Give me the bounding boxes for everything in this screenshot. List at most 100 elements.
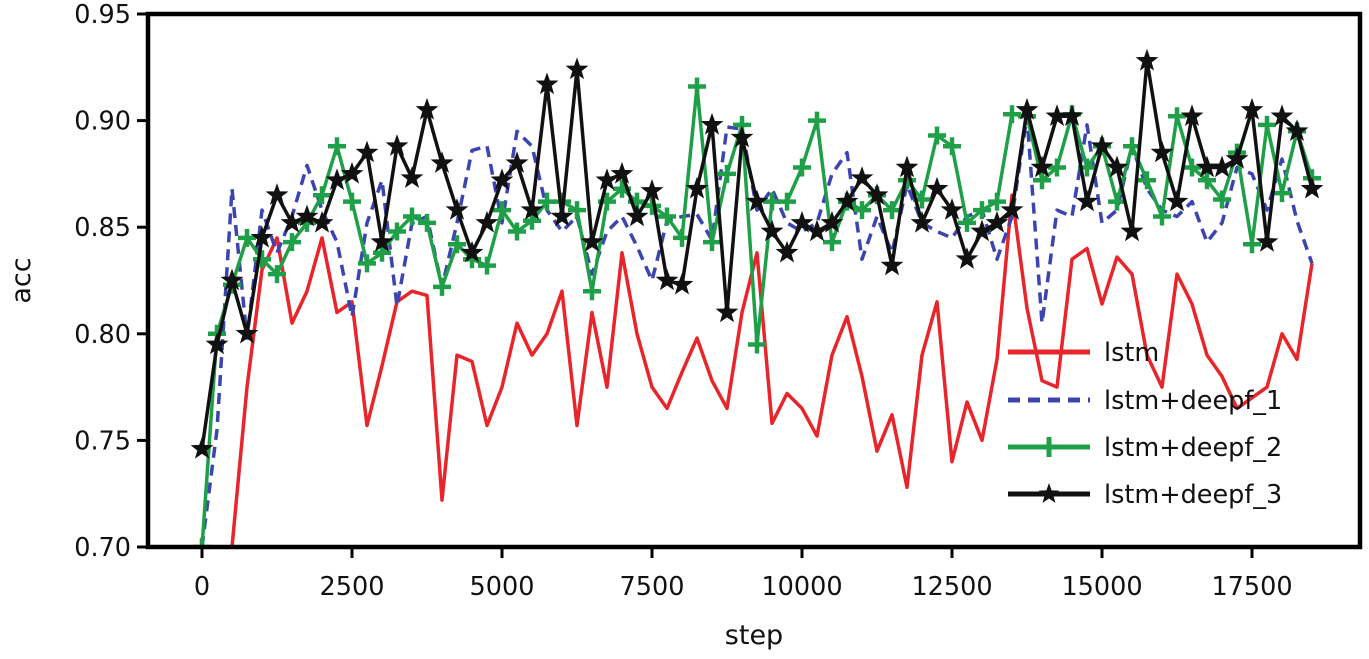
x-tick-label: 5000 [470, 572, 535, 602]
plus-marker [943, 137, 961, 156]
star-marker [865, 183, 889, 205]
star-marker [445, 198, 469, 220]
star-marker [835, 189, 859, 212]
star-marker [715, 300, 739, 323]
series-lstm-deepf-3 [190, 48, 1324, 459]
star-marker [580, 230, 604, 252]
star-marker [595, 168, 619, 190]
plus-marker [823, 233, 841, 252]
plus-marker [718, 164, 736, 183]
plus-marker [928, 126, 946, 145]
star-marker [250, 225, 274, 248]
plus-marker [388, 222, 406, 241]
legend-label: lstm+deepf_1 [1104, 386, 1282, 416]
star-marker [760, 219, 784, 242]
star-marker [925, 176, 949, 199]
x-tick-label: 12500 [911, 572, 992, 602]
plus-marker [958, 213, 976, 232]
plus-marker [1198, 171, 1216, 190]
star-marker [1225, 147, 1249, 169]
series-markers-lstm-deepf-3 [190, 48, 1324, 459]
star-marker [280, 210, 304, 233]
star-marker [1000, 198, 1024, 220]
y-tick-label: 0.70 [74, 533, 131, 563]
star-marker [505, 151, 529, 173]
plus-marker [583, 282, 601, 301]
plus-marker [568, 201, 586, 220]
plus-marker [703, 233, 721, 252]
star-marker [910, 210, 934, 233]
star-marker [1165, 189, 1189, 212]
plus-marker [1258, 115, 1276, 134]
plus-marker [313, 186, 331, 205]
plus-marker [1138, 171, 1156, 190]
x-tick-label: 15000 [1061, 572, 1142, 602]
x-axis: 0 2500 5000 7500 10000 12500 15000 17500 [194, 549, 1293, 602]
star-marker [685, 176, 709, 199]
star-marker [1120, 219, 1144, 242]
star-marker [1270, 104, 1294, 126]
star-marker [325, 168, 349, 190]
star-marker [1135, 48, 1159, 71]
plus-marker [343, 192, 361, 211]
star-marker [1180, 104, 1204, 126]
series-lstm [230, 193, 1314, 548]
plus-marker [973, 201, 991, 220]
star-marker [1300, 176, 1324, 199]
star-marker [970, 219, 994, 242]
plus-marker [478, 256, 496, 275]
star-marker [460, 240, 484, 263]
plus-marker [433, 277, 451, 296]
star-marker [520, 198, 544, 220]
star-marker [895, 155, 919, 178]
star-marker [625, 204, 649, 227]
star-marker [1285, 119, 1309, 141]
star-marker [790, 210, 814, 233]
star-marker [745, 189, 769, 212]
star-marker [385, 134, 409, 156]
star-marker [1210, 155, 1234, 178]
y-tick-label: 0.80 [74, 320, 131, 350]
star-marker [1060, 104, 1084, 126]
plus-marker [1108, 192, 1126, 211]
plus-marker [688, 77, 706, 96]
star-marker [265, 183, 289, 205]
legend-label: lstm+deepf_3 [1104, 480, 1282, 510]
star-marker [475, 210, 499, 233]
star-marker [430, 151, 454, 173]
y-axis: 0.70 0.75 0.80 0.85 0.90 0.95 [74, 0, 146, 563]
y-tick-label: 0.90 [74, 107, 131, 137]
plus-marker [808, 111, 826, 130]
y-tick-label: 0.85 [74, 213, 131, 243]
legend-item-lstm: lstm [1008, 338, 1159, 368]
star-marker [415, 97, 439, 120]
x-tick-label: 2500 [320, 572, 385, 602]
star-marker [220, 268, 244, 291]
y-axis-label: acc [6, 257, 37, 303]
star-marker [1090, 134, 1114, 156]
star-marker [670, 272, 694, 295]
plus-marker [1048, 158, 1066, 177]
star-marker [1255, 230, 1279, 252]
plus-marker [1033, 171, 1051, 190]
star-marker [400, 166, 424, 188]
star-marker [805, 219, 829, 242]
star-marker [985, 210, 1009, 233]
y-tick-label: 0.75 [74, 426, 131, 456]
star-marker [640, 179, 664, 201]
plus-marker [1243, 235, 1261, 254]
legend-sample-star-marker [1038, 483, 1060, 503]
legend-item-lstm-deepf-2: lstm+deepf_2 [1008, 433, 1282, 463]
plus-marker [1273, 184, 1291, 203]
legend-label: lstm [1104, 338, 1159, 368]
star-marker [940, 198, 964, 220]
plus-marker [328, 137, 346, 156]
star-marker [1150, 140, 1174, 163]
plus-marker [268, 265, 286, 284]
star-marker [190, 436, 214, 459]
legend: lstm lstm+deepf_1 lstm+deepf_2 lstm+deepf_3 [1008, 338, 1282, 510]
plus-marker [853, 201, 871, 220]
x-axis-label: step [725, 620, 783, 651]
